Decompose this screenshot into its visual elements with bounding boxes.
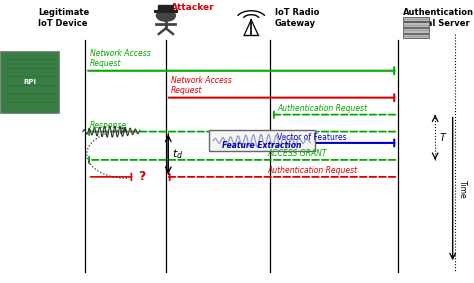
Text: IoT Radio
Gateway: IoT Radio Gateway bbox=[275, 8, 319, 28]
Bar bbox=[403, 28, 429, 33]
Bar bbox=[403, 17, 429, 21]
Text: Authentication
Virtual Server: Authentication Virtual Server bbox=[403, 8, 474, 28]
Bar bbox=[0, 51, 59, 113]
Text: Time: Time bbox=[458, 180, 466, 199]
Text: Legitimate
IoT Device: Legitimate IoT Device bbox=[38, 8, 89, 28]
Text: $T$: $T$ bbox=[439, 131, 447, 143]
Text: ACCESS GRANT: ACCESS GRANT bbox=[268, 149, 328, 158]
Text: $t_d$: $t_d$ bbox=[172, 147, 183, 161]
Text: RPi: RPi bbox=[23, 79, 36, 85]
Bar bbox=[403, 22, 429, 27]
Bar bbox=[403, 34, 429, 38]
Text: Vector of Features: Vector of Features bbox=[277, 132, 347, 142]
Text: Network Access
Request: Network Access Request bbox=[90, 49, 151, 68]
Text: Network Access
Request: Network Access Request bbox=[171, 76, 231, 95]
Text: Authentication Request: Authentication Request bbox=[277, 104, 367, 113]
Text: Attacker: Attacker bbox=[171, 3, 214, 12]
Bar bbox=[209, 130, 315, 151]
Text: Authentication Request: Authentication Request bbox=[268, 166, 358, 175]
Text: Response: Response bbox=[90, 121, 127, 130]
Text: ?: ? bbox=[138, 170, 146, 183]
Bar bbox=[158, 5, 173, 11]
Circle shape bbox=[156, 10, 175, 21]
Text: Feature Extraction: Feature Extraction bbox=[222, 141, 301, 150]
